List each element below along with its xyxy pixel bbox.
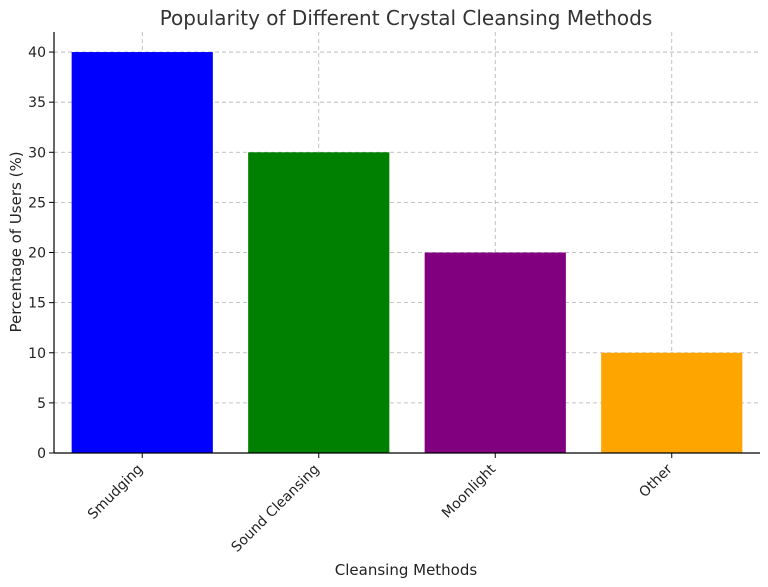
x-axis-label: Cleansing Methods — [335, 561, 478, 579]
y-tick-label: 0 — [37, 446, 46, 462]
y-tick-labels: 0 5 10 15 20 25 30 35 40 — [28, 45, 46, 462]
x-tick-label: Sound Cleansing — [229, 461, 323, 555]
y-tick-label: 40 — [28, 45, 46, 61]
bars — [71, 52, 743, 454]
y-tick-label: 35 — [28, 95, 46, 111]
x-tick-label: Smudging — [85, 461, 146, 522]
y-tick-label: 25 — [28, 195, 46, 211]
x-tick-labels: Smudging Sound Cleansing Moonlight Other — [85, 461, 676, 556]
bar-sound-cleansing — [248, 152, 390, 454]
y-tick-label: 5 — [37, 396, 46, 412]
y-tick-label: 15 — [28, 296, 46, 312]
axes — [49, 32, 760, 458]
y-axis-label: Percentage of Users (%) — [7, 151, 25, 332]
chart-title: Popularity of Different Crystal Cleansin… — [160, 6, 653, 30]
y-tick-label: 20 — [28, 246, 46, 262]
bar-moonlight — [424, 252, 566, 453]
y-tick-label: 10 — [28, 346, 46, 362]
bar-smudging — [71, 52, 213, 454]
x-tick-label: Other — [636, 461, 676, 501]
x-tick-label: Moonlight — [439, 461, 500, 522]
bar-other — [601, 352, 743, 453]
y-tick-label: 30 — [28, 145, 46, 161]
